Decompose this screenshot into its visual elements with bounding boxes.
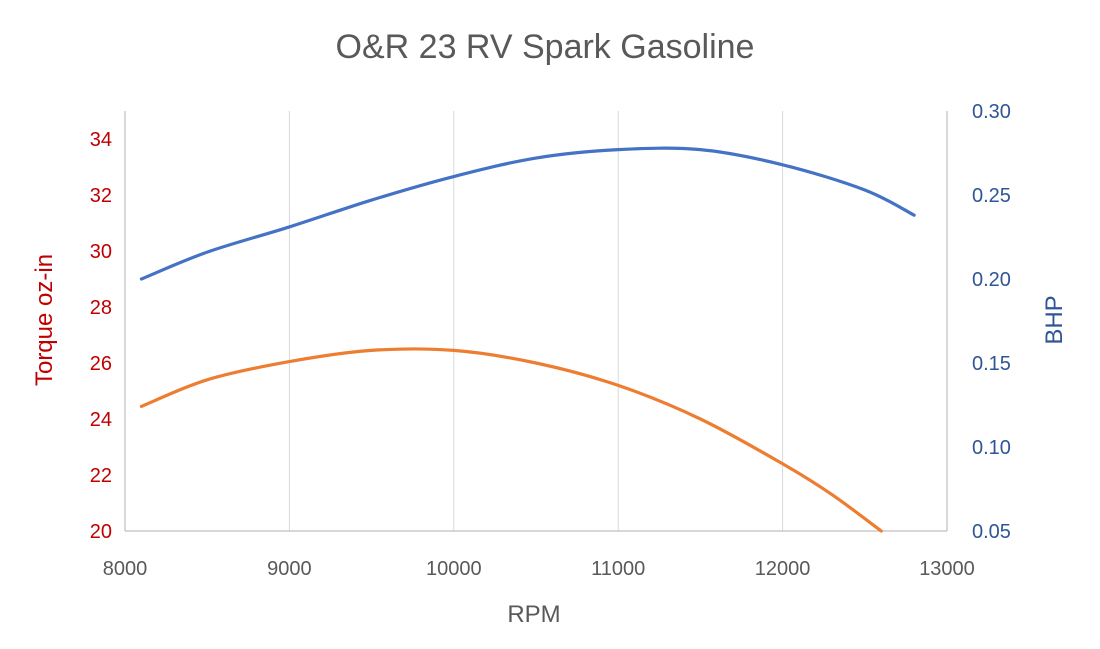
x-tick-label: 13000: [919, 558, 975, 580]
y-right-tick-label: 0.05: [972, 521, 1011, 543]
x-tick-label: 9000: [267, 558, 312, 580]
grid-layer: [124, 111, 948, 531]
bhp-series-line: [139, 146, 916, 281]
y-left-tick-label: 24: [90, 409, 112, 431]
x-tick-label: 10000: [426, 558, 482, 580]
chart-title: O&R 23 RV Spark Gasoline: [336, 28, 755, 66]
torque-series-line: [139, 347, 883, 533]
x-tick-label: 12000: [755, 558, 811, 580]
x-tick-label: 11000: [591, 558, 645, 580]
y-right-tick-label: 0.25: [972, 185, 1011, 207]
y-right-tick-label: 0.20: [972, 269, 1011, 291]
y-left-tick-label: 32: [90, 185, 112, 207]
series-layer: [139, 146, 916, 533]
x-axis-label: RPM: [507, 601, 560, 628]
y-right-tick-label: 0.15: [972, 353, 1011, 375]
y-left-tick-label: 26: [90, 353, 112, 375]
x-tick-label: 8000: [103, 558, 148, 580]
tick-layer: 8000 9000 10000 11000 12000 13000 20 22 24 26 28 30…: [90, 101, 1011, 580]
y-left-tick-label: 20: [90, 521, 112, 543]
y-left-tick-label: 28: [90, 297, 112, 319]
y-axis-right-label: BHP: [1041, 295, 1068, 344]
y-left-tick-label: 34: [90, 129, 112, 151]
y-right-tick-label: 0.30: [972, 101, 1011, 123]
y-left-tick-label: 30: [90, 241, 112, 263]
y-left-tick-label: 22: [90, 465, 112, 487]
y-axis-left-label: Torque oz-in: [31, 254, 58, 386]
y-right-tick-label: 0.10: [972, 437, 1011, 459]
